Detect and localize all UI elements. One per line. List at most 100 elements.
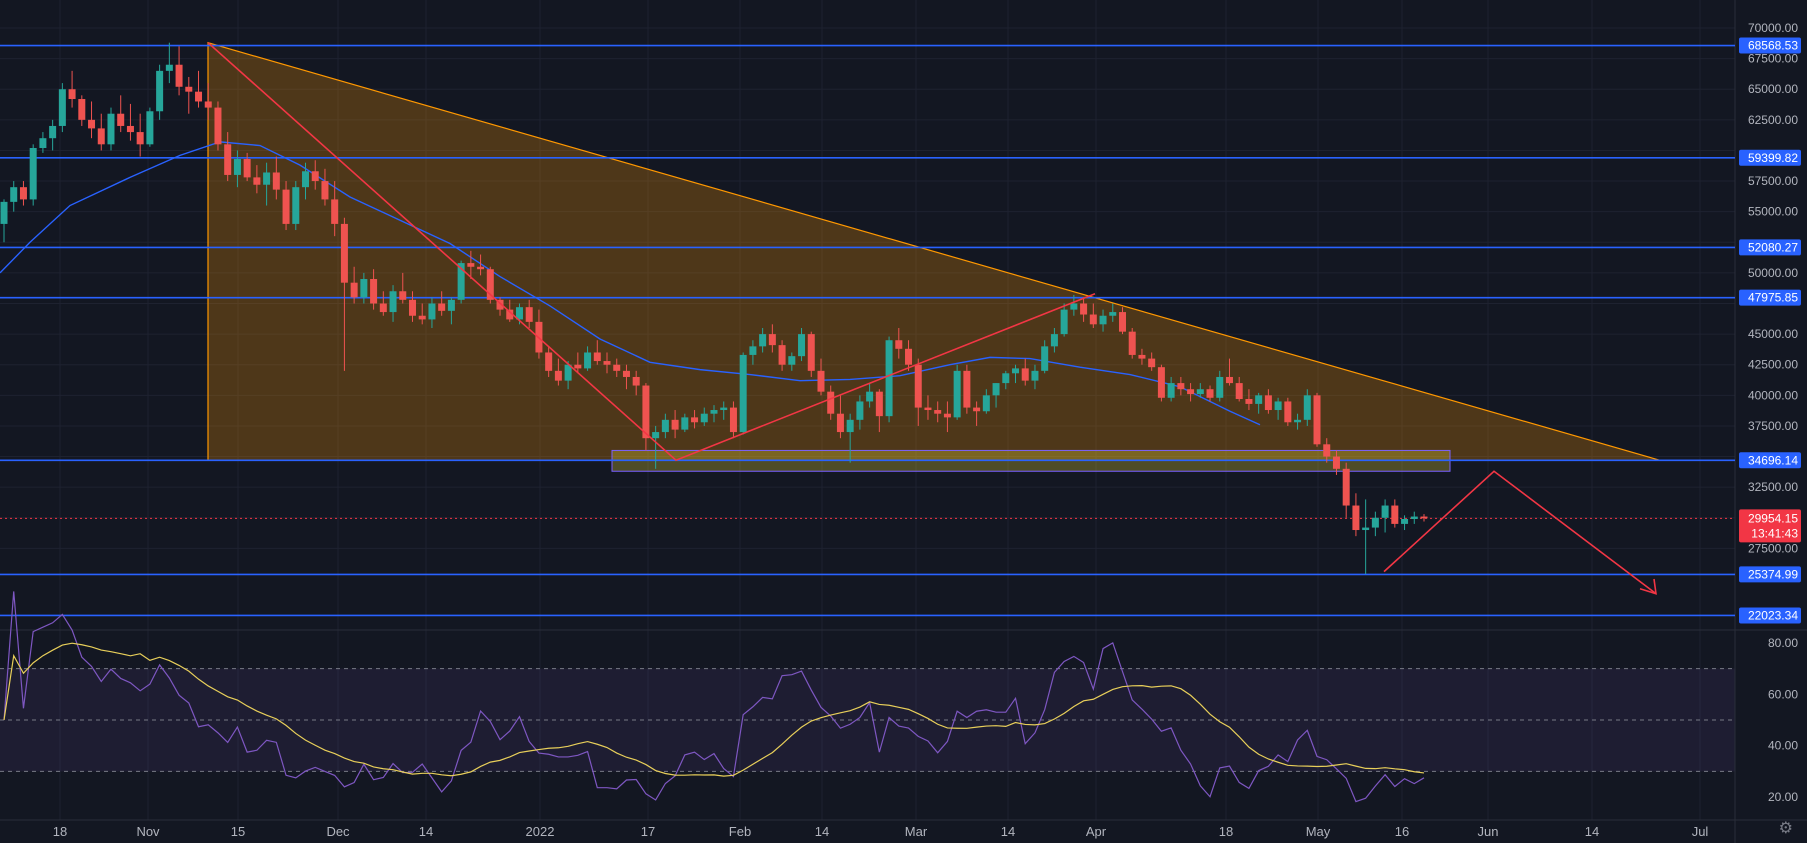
candle-body: [642, 385, 650, 439]
candle-body: [778, 345, 786, 365]
candle: [1206, 385, 1214, 402]
candle: [807, 331, 815, 377]
candle: [195, 70, 203, 108]
candle-body: [1264, 395, 1272, 411]
candle-body: [973, 407, 981, 412]
candle: [885, 336, 893, 423]
candle-body: [175, 64, 183, 87]
candle: [408, 291, 416, 322]
candle-body: [934, 410, 942, 414]
candle-body: [447, 299, 455, 311]
candle-body: [1060, 309, 1068, 335]
candle-body: [1294, 419, 1302, 423]
price-tick-label: 55000.00: [1748, 205, 1798, 219]
candle: [1060, 303, 1068, 337]
candle: [214, 101, 222, 151]
candle: [1294, 413, 1302, 430]
candle-body: [126, 125, 134, 133]
candle: [1235, 376, 1243, 402]
candle: [1352, 493, 1360, 537]
rsi-tick-label: 20.00: [1768, 790, 1798, 804]
candle-body: [545, 352, 553, 371]
candle: [632, 370, 640, 396]
projection-arrowhead: [1639, 578, 1657, 595]
candle-body: [564, 364, 572, 381]
candle-body: [875, 391, 883, 417]
time-tick-label: 14: [815, 824, 829, 839]
level-badge: [1739, 37, 1801, 54]
candle: [525, 299, 533, 328]
candle: [836, 395, 844, 439]
candle-body: [1332, 456, 1340, 469]
candle-body: [720, 407, 728, 411]
candle-body: [292, 187, 300, 224]
candle-body: [29, 147, 37, 200]
candle-body: [156, 70, 164, 112]
projection-arrow: [1383, 470, 1657, 595]
candle: [233, 150, 241, 188]
candle-body: [204, 101, 212, 108]
candle-body: [379, 303, 387, 313]
candle-body: [165, 64, 173, 71]
candle-body: [1274, 401, 1282, 411]
candle: [914, 358, 922, 426]
candle-body: [1284, 401, 1292, 423]
candle: [681, 413, 689, 433]
candle-body: [798, 334, 806, 357]
level-badge: [1739, 289, 1801, 306]
candle-body: [78, 99, 86, 120]
candle: [243, 152, 251, 182]
time-tick-label: Feb: [729, 824, 751, 839]
candle: [603, 352, 611, 374]
candle-body: [827, 391, 835, 414]
candle-body: [1157, 367, 1165, 398]
candle-body: [963, 370, 971, 408]
candle-body: [408, 299, 416, 316]
candle: [321, 168, 329, 206]
candle: [846, 413, 854, 463]
level-badge-label: 22023.34: [1748, 608, 1798, 622]
settings-gear-icon[interactable]: ⚙: [1778, 818, 1793, 837]
candle-body: [1187, 389, 1195, 395]
candle: [39, 132, 47, 153]
candle-body: [1128, 331, 1136, 355]
time-tick-label: Jul: [1692, 824, 1709, 839]
current-price-label: 29954.15: [1748, 511, 1798, 525]
candle-body: [1401, 519, 1409, 524]
candle: [875, 389, 883, 433]
candle-body: [603, 361, 611, 365]
candle: [759, 327, 767, 353]
candle: [1157, 364, 1165, 402]
price-tick-label: 67500.00: [1748, 52, 1798, 66]
candle-body: [1196, 389, 1204, 395]
candle: [943, 401, 951, 433]
candle-body: [1070, 303, 1078, 310]
candle: [982, 389, 990, 414]
candle-body: [389, 291, 397, 313]
candle: [29, 144, 37, 206]
candle-body: [1148, 358, 1156, 368]
candle-body: [846, 419, 854, 433]
candle-body: [1225, 376, 1233, 384]
level-badge-label: 59399.82: [1748, 151, 1798, 165]
candle: [253, 165, 261, 194]
candle: [1371, 511, 1379, 537]
candle-body: [97, 128, 105, 145]
current-price-badge: [1739, 509, 1801, 543]
candle-body: [1362, 527, 1370, 531]
moving-average-line: [0, 141, 1261, 426]
price-tick-label: 65000.00: [1748, 82, 1798, 96]
candle-body: [272, 172, 280, 190]
price-tick-label: 50000.00: [1748, 266, 1798, 280]
rsi-tick-label: 80.00: [1768, 636, 1798, 650]
candle-body: [943, 413, 951, 418]
candle-body: [905, 348, 913, 365]
candle: [58, 83, 66, 133]
candle: [1041, 340, 1049, 374]
candle-body: [1245, 399, 1253, 404]
candle-body: [321, 181, 329, 200]
candle: [1012, 364, 1020, 384]
candle-body: [1021, 368, 1029, 381]
candle: [720, 401, 728, 420]
